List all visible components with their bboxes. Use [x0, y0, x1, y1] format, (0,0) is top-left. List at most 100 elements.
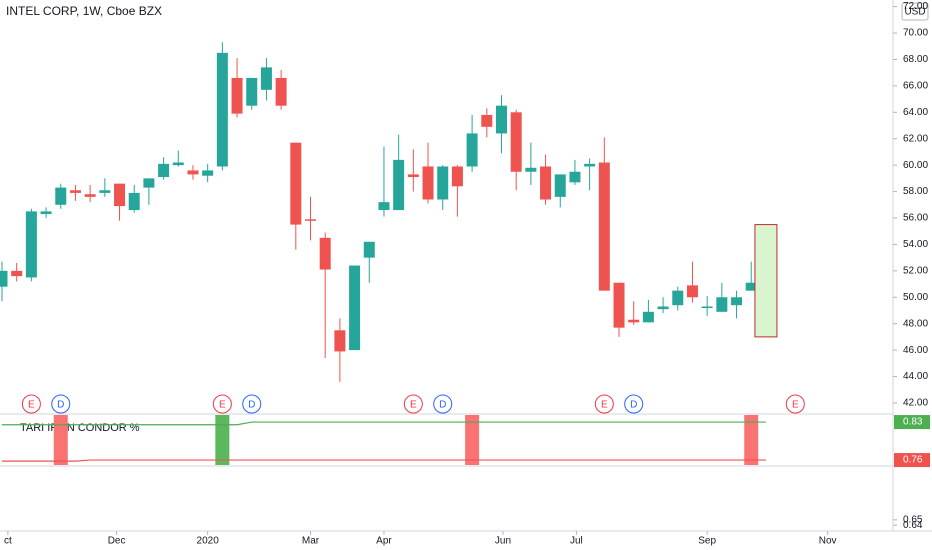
- candle-body: [202, 170, 214, 176]
- candle-body: [554, 174, 566, 197]
- candle-body: [187, 170, 199, 175]
- candle-body: [305, 219, 317, 221]
- candle-body: [349, 265, 361, 351]
- x-tick-label: Apr: [376, 536, 392, 547]
- candle-body: [55, 187, 67, 205]
- candle-body: [231, 77, 243, 114]
- candle-body: [525, 167, 537, 172]
- y-tick-label: 44.00: [903, 371, 928, 382]
- candle-body: [481, 114, 493, 127]
- candle-body: [686, 285, 698, 298]
- y-tick-label: 50.00: [903, 292, 928, 303]
- candle-body: [510, 112, 522, 172]
- y-tick-label: 42.00: [903, 398, 928, 409]
- signal-bar: [53, 415, 68, 465]
- event-marker: [51, 394, 71, 414]
- event-label: E: [792, 400, 799, 411]
- indicator-y-tick-label: 0.64: [903, 520, 923, 531]
- event-label: D: [439, 400, 446, 411]
- y-tick-label: 70.00: [903, 28, 928, 39]
- y-tick-label: 72.00: [903, 1, 928, 12]
- event-label: E: [219, 400, 226, 411]
- candle-body: [84, 194, 96, 197]
- event-label: D: [630, 400, 637, 411]
- last-value-box: [894, 415, 930, 430]
- candle-body: [378, 202, 390, 211]
- candle-body: [598, 162, 610, 291]
- event-marker: [785, 394, 805, 414]
- candle-body: [393, 159, 405, 211]
- candle-body: [569, 171, 581, 183]
- candle-body: [422, 166, 434, 200]
- y-tick-label: 58.00: [903, 186, 928, 197]
- candle-body: [143, 178, 155, 188]
- chart-title: INTEL CORP, 1W, Cboe BZX: [6, 4, 162, 18]
- y-tick-label: 52.00: [903, 265, 928, 276]
- candle-body: [216, 52, 228, 167]
- indicator-line: [1, 421, 766, 426]
- event-marker: [242, 394, 262, 414]
- candle-body: [745, 282, 757, 291]
- event-marker: [403, 394, 423, 414]
- indicator-title: TARI IRON CONDOR %: [20, 422, 140, 434]
- indicator-y-tick-label: 0.65: [903, 514, 923, 525]
- candle-body: [128, 192, 140, 211]
- candle-body: [69, 190, 81, 193]
- x-tick-label: Nov: [819, 536, 837, 547]
- candle-body: [451, 166, 463, 187]
- event-marker: [212, 394, 232, 414]
- candle-body: [319, 237, 331, 270]
- y-tick-label: 64.00: [903, 107, 928, 118]
- candle-body: [334, 330, 346, 352]
- event-label: D: [57, 400, 64, 411]
- event-marker: [594, 394, 614, 414]
- event-marker: [624, 394, 644, 414]
- candle-body: [731, 297, 743, 306]
- y-tick-label: 56.00: [903, 213, 928, 224]
- event-marker: [433, 394, 453, 414]
- candle-body: [172, 162, 184, 166]
- candle-body: [290, 142, 302, 225]
- candle-body: [613, 282, 625, 328]
- candle-body: [540, 166, 552, 200]
- y-tick-label: 66.00: [903, 81, 928, 92]
- event-label: E: [410, 400, 417, 411]
- last-value-label: 0.83: [903, 417, 923, 428]
- candle-body: [437, 166, 449, 200]
- event-marker: [21, 394, 41, 414]
- x-tick-label: Dec: [108, 536, 126, 547]
- candle-body: [40, 211, 52, 215]
- candle-body: [584, 163, 596, 167]
- candle-body: [628, 319, 640, 323]
- candle-body: [363, 241, 375, 258]
- y-tick-label: 46.00: [903, 345, 928, 356]
- candle-body: [25, 211, 37, 278]
- y-tick-label: 62.00: [903, 133, 928, 144]
- y-tick-label: 68.00: [903, 54, 928, 65]
- signal-bar: [465, 415, 480, 465]
- event-label: E: [28, 400, 35, 411]
- event-label: E: [601, 400, 608, 411]
- event-label: D: [248, 400, 255, 411]
- candle-body: [495, 105, 507, 134]
- candle-body: [114, 183, 126, 207]
- x-tick-label: 2020: [197, 536, 220, 547]
- candle-body: [642, 311, 654, 323]
- signal-bar: [744, 415, 759, 465]
- candle-body: [466, 133, 478, 167]
- candle-body: [260, 67, 272, 90]
- x-tick-label: Mar: [302, 536, 320, 547]
- candle-body: [158, 163, 170, 178]
- currency: USD: [904, 7, 925, 18]
- candle-body: [657, 306, 669, 310]
- indicator-line: [1, 459, 766, 462]
- y-tick-label: 48.00: [903, 318, 928, 329]
- currency-box[interactable]: [901, 2, 929, 21]
- candle-body: [716, 297, 728, 312]
- last-value-label: 0.76: [903, 455, 923, 466]
- candle-body: [275, 77, 287, 106]
- signal-bar: [215, 415, 230, 465]
- candle-body: [11, 270, 23, 277]
